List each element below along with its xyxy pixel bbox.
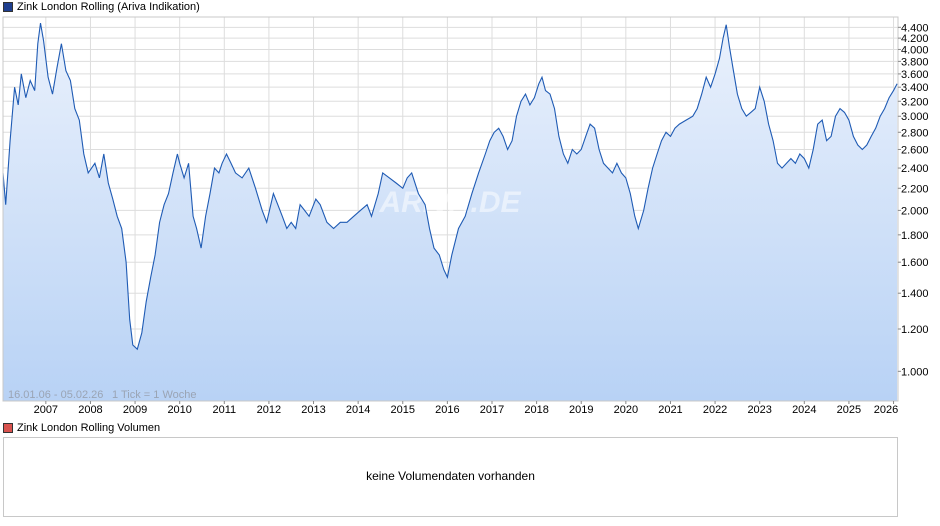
tick-info: 1 Tick = 1 Woche [112,389,196,401]
plot-frame [2,16,899,402]
x-tick-label: 2014 [346,404,370,416]
x-tick-label: 2025 [837,404,861,416]
x-axis-ticks: 2007 2008 2009 2010 2011 2012 2013 2014 2015 2016… [34,401,898,416]
y-tick-label: 1.400 [901,288,929,300]
y-tick-label: 1.200 [901,324,929,336]
x-tick-label: 2018 [524,404,548,416]
price-line [2,23,898,351]
x-tick-label: 2026 [874,404,898,416]
y-tick-label: 4.400 [901,22,929,34]
y-tick-label: 2.600 [901,144,929,156]
x-tick-label: 2009 [123,404,147,416]
x-tick-label: 2021 [658,404,682,416]
ariva-watermark: ARIVA.DE [378,186,521,219]
y-tick-label: 2.800 [901,127,929,139]
y-tick-label: 1.600 [901,257,929,269]
no-volume-message: keine Volumendaten vorhanden [366,469,535,483]
y-tick-label: 3.200 [901,96,929,108]
x-tick-label: 2015 [391,404,415,416]
y-tick-label: 3.400 [901,82,929,94]
y-tick-label: 4.000 [901,44,929,56]
y-tick-label: 2.000 [901,205,929,217]
volume-legend-label: Zink London Rolling Volumen [17,422,161,434]
volume-legend: Zink London Rolling Volumen [3,421,160,435]
y-axis-ticks: 1.000 1.200 1.400 1.600 1.800 2.000 2.200 2.400… [898,22,929,378]
x-tick-label: 2016 [435,404,459,416]
x-tick-label: 2011 [212,404,236,416]
x-tick-label: 2024 [792,404,816,416]
price-area-fill [3,23,898,401]
price-legend-label: Zink London Rolling (Ariva Indikation) [17,1,200,13]
volume-panel: keine Volumendaten vorhanden [3,437,898,517]
y-tick-label: 2.200 [901,183,929,195]
x-tick-label: 2022 [703,404,727,416]
x-tick-label: 2012 [257,404,281,416]
x-tick-label: 2019 [569,404,593,416]
y-tick-label: 3.800 [901,56,929,68]
x-tick-label: 2023 [747,404,771,416]
x-tick-label: 2007 [34,404,58,416]
x-tick-label: 2020 [614,404,638,416]
price-chart: ARIVA.DE 1.000 1.200 1.400 1.600 1.800 2.000 2… [2,16,929,416]
x-tick-label: 2013 [301,404,325,416]
y-tick-label: 2.400 [901,163,929,175]
y-tick-label: 1.800 [901,230,929,242]
x-tick-label: 2017 [480,404,504,416]
y-tick-label: 3.000 [901,111,929,123]
date-range-info: 16.01.06 - 05.02.26 [8,389,103,401]
price-legend-swatch [3,2,13,12]
x-tick-label: 2010 [167,404,191,416]
y-tick-label: 4.200 [901,33,929,45]
y-tick-label: 1.000 [901,366,929,378]
price-legend: Zink London Rolling (Ariva Indikation) [3,0,200,14]
volume-legend-swatch [3,423,13,433]
x-tick-label: 2008 [78,404,102,416]
y-tick-label: 3.600 [901,69,929,81]
